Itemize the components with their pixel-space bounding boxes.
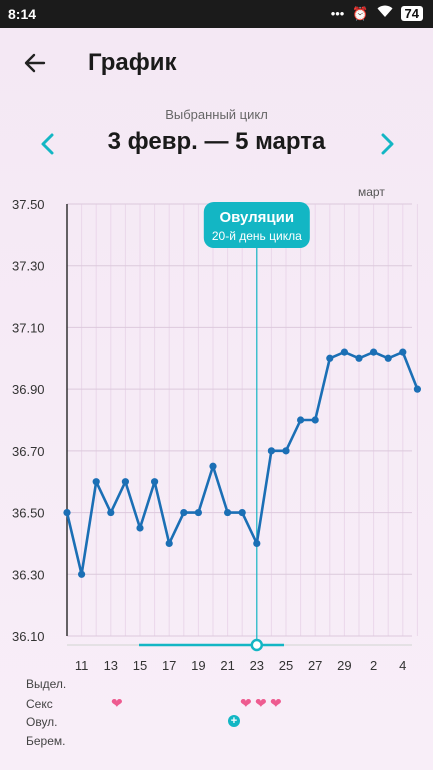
cycle-caption: Выбранный цикл [165,107,268,122]
temperature-point[interactable] [63,508,71,517]
x-tick-label: 4 [399,658,406,670]
temperature-point[interactable] [297,416,305,424]
temperature-point[interactable] [92,478,100,486]
row-label-ovulation: Овул. [26,715,58,729]
x-tick-label: 21 [220,658,234,670]
y-tick-label: 36.70 [12,444,45,459]
temperature-chart[interactable]: 37.50 37.30 37.10 36.90 36.70 36.50 36.30 36.10… [0,180,433,670]
x-tick-label: 23 [250,658,264,670]
row-label-pregnancy: Берем. [26,734,66,748]
cycle-range: 3 февр. — 5 марта [107,128,326,155]
x-tick-label: 15 [133,658,147,670]
temperature-point[interactable] [209,462,217,470]
y-tick-label: 37.30 [12,259,45,274]
range-slider-thumb[interactable] [250,638,264,652]
row-label-bleeding: Выдел. [26,677,67,691]
temperature-point[interactable] [165,539,173,548]
y-tick-label: 37.50 [12,197,45,212]
temperature-point[interactable] [136,524,144,532]
temperature-point[interactable] [370,348,378,356]
y-tick-label: 36.10 [12,629,45,644]
status-icons: ••• ⏰ 74 [331,5,423,22]
temperature-point[interactable] [78,570,86,578]
y-tick-label: 36.50 [12,506,45,521]
x-tick-label: 17 [162,658,176,670]
temperature-point[interactable] [238,508,246,517]
sex-heart-icon[interactable]: ❤ [255,695,267,711]
ovulation-plus-icon[interactable]: + [228,715,240,727]
ovulation-badge [203,202,310,248]
x-tick-label: 13 [104,658,118,670]
temperature-point[interactable] [326,354,334,362]
x-tick-label: 19 [191,658,205,670]
status-bar: 8:14 ••• ⏰ 74 [0,0,433,28]
sex-heart-icon[interactable]: ❤ [240,695,252,711]
y-tick-label: 36.30 [12,567,45,582]
temperature-point[interactable] [355,354,363,362]
arrow-left-icon [24,53,46,73]
temperature-point[interactable] [180,508,188,517]
y-tick-label: 37.10 [12,320,45,335]
back-button[interactable] [20,48,50,78]
temperature-point[interactable] [384,354,392,362]
temperature-point[interactable] [267,447,275,455]
wifi-icon [377,5,393,22]
x-tick-label: 11 [75,658,89,670]
x-tick-label: 25 [279,658,293,670]
temperature-point[interactable] [107,508,115,517]
app-header: График [0,28,433,98]
sex-heart-icon[interactable]: ❤ [111,695,123,711]
chevron-left-icon [41,133,54,155]
temperature-point[interactable] [151,478,159,486]
page-title: График [88,49,177,76]
battery-icon: 74 [400,6,423,21]
temperature-point[interactable] [399,348,407,356]
previous-cycle-button[interactable] [36,131,60,157]
dots-icon: ••• [330,5,345,21]
month-label: март [358,185,385,199]
row-label-sex: Секс [26,697,53,711]
temperature-point[interactable] [282,447,290,455]
y-tick-label: 36.90 [12,382,45,397]
temperature-point[interactable] [340,348,348,356]
ovulation-badge-subtitle: 20-й день цикла [212,229,302,243]
x-tick-label: 29 [337,658,351,670]
temperature-point[interactable] [224,508,232,517]
status-time: 8:14 [8,6,37,22]
ovulation-badge-title: Овуляции [219,209,294,226]
temperature-point[interactable] [121,478,129,486]
temperature-point[interactable] [311,416,319,424]
x-tick-label: 27 [308,658,322,670]
chevron-right-icon [381,133,394,155]
alarm-icon: ⏰ [352,5,369,21]
sex-heart-icon[interactable]: ❤ [270,695,282,711]
temperature-point[interactable] [253,539,261,548]
temperature-point[interactable] [194,508,202,517]
next-cycle-button[interactable] [375,131,399,157]
temperature-point[interactable] [413,385,421,393]
x-tick-label: 2 [370,658,377,670]
